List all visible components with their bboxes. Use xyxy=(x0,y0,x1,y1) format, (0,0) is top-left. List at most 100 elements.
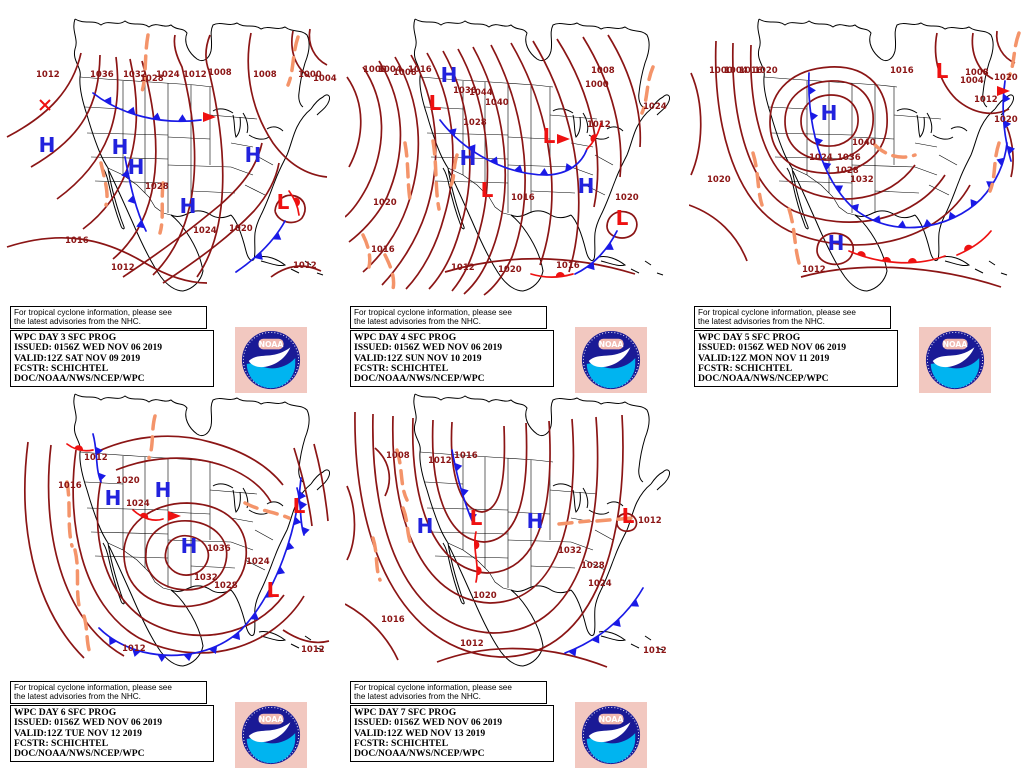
svg-text:1012: 1012 xyxy=(428,456,452,466)
svg-text:1016: 1016 xyxy=(381,615,405,625)
svg-text:1024: 1024 xyxy=(126,499,150,509)
noaa-logo: NOAA xyxy=(575,327,647,393)
svg-text:H: H xyxy=(821,101,838,125)
forecast-info-box: WPC DAY 4 SFC PROG ISSUED: 0156Z WED NOV… xyxy=(350,330,554,388)
svg-text:1040: 1040 xyxy=(485,98,509,108)
forecast-panel-day3: 1012 1036 1032 1028 1024 1012 1008 1008 1000 1004… xyxy=(5,15,340,393)
forecast-valid: VALID:12Z SUN NOV 10 2019 xyxy=(354,352,482,364)
svg-text:1008: 1008 xyxy=(393,68,417,78)
forecast-fcstr: FCSTR: SCHICHTEL xyxy=(14,362,109,374)
svg-text:1036: 1036 xyxy=(453,86,477,96)
forecast-valid: VALID:12Z SAT NOV 09 2019 xyxy=(14,352,141,364)
forecast-info-box: WPC DAY 3 SFC PROG ISSUED: 0156Z WED NOV… xyxy=(10,330,214,388)
svg-text:1024: 1024 xyxy=(809,153,833,163)
noaa-logo-text: NOAA xyxy=(259,340,284,349)
noaa-logo-text: NOAA xyxy=(259,715,284,724)
svg-text:1036: 1036 xyxy=(207,544,231,554)
forecast-info-box: WPC DAY 6 SFC PROG ISSUED: 0156Z WED NOV… xyxy=(10,705,214,763)
svg-text:1040: 1040 xyxy=(852,138,876,148)
svg-text:1012: 1012 xyxy=(36,70,60,80)
forecast-fcstr: FCSTR: SCHICHTEL xyxy=(14,737,109,749)
noaa-logo-text: NOAA xyxy=(943,340,968,349)
svg-text:1024: 1024 xyxy=(246,557,270,567)
svg-text:L: L xyxy=(622,504,635,528)
svg-text:L: L xyxy=(293,494,306,518)
forecast-info-box: WPC DAY 7 SFC PROG ISSUED: 0156Z WED NOV… xyxy=(350,705,554,763)
forecast-valid: VALID:12Z MON NOV 11 2019 xyxy=(698,352,830,364)
svg-text:H: H xyxy=(180,194,197,218)
forecast-info-box: WPC DAY 5 SFC PROG ISSUED: 0156Z WED NOV… xyxy=(694,330,898,388)
svg-text:1012: 1012 xyxy=(643,646,667,656)
svg-text:1036: 1036 xyxy=(837,153,861,163)
svg-text:L: L xyxy=(481,178,494,202)
svg-text:1020: 1020 xyxy=(229,224,253,234)
forecast-title: WPC DAY 6 SFC PROG xyxy=(14,707,117,718)
svg-text:1008: 1008 xyxy=(386,451,410,461)
svg-text:1024: 1024 xyxy=(588,579,612,589)
svg-text:1004: 1004 xyxy=(960,76,984,86)
svg-text:1016: 1016 xyxy=(556,261,580,271)
svg-text:1020: 1020 xyxy=(994,115,1018,125)
svg-text:1012: 1012 xyxy=(460,639,484,649)
svg-text:1028: 1028 xyxy=(140,74,164,84)
svg-text:H: H xyxy=(39,133,56,157)
svg-text:1008: 1008 xyxy=(253,70,277,80)
svg-text:L: L xyxy=(267,578,280,602)
tropical-note-line2: the latest advisories from the NHC. xyxy=(14,692,141,702)
svg-text:H: H xyxy=(460,146,477,170)
noaa-logo: NOAA xyxy=(235,327,307,393)
svg-text:L: L xyxy=(277,190,290,214)
forecast-doc: DOC/NOAA/NWS/NCEP/WPC xyxy=(354,373,485,385)
svg-text:1032: 1032 xyxy=(558,546,582,556)
svg-text:1028: 1028 xyxy=(581,561,605,571)
forecast-valid: VALID:12Z WED NOV 13 2019 xyxy=(354,727,486,739)
svg-text:1016: 1016 xyxy=(371,245,395,255)
forecast-issued: ISSUED: 0156Z WED NOV 06 2019 xyxy=(354,717,503,729)
noaa-logo: NOAA xyxy=(235,702,307,768)
forecast-panel-day6: 1012 1016 1020 1024 1036 1032 1028 1024 1012 1012… xyxy=(5,390,340,768)
svg-text:H: H xyxy=(417,514,434,538)
svg-text:1016: 1016 xyxy=(511,193,535,203)
svg-text:L: L xyxy=(470,506,483,530)
svg-text:1012: 1012 xyxy=(293,261,317,271)
svg-text:H: H xyxy=(527,509,544,533)
forecast-doc: DOC/NOAA/NWS/NCEP/WPC xyxy=(14,748,145,760)
svg-text:H: H xyxy=(828,231,845,255)
svg-text:1028: 1028 xyxy=(835,166,859,176)
svg-text:1032: 1032 xyxy=(123,70,147,80)
svg-text:1000: 1000 xyxy=(298,70,322,80)
forecast-fcstr: FCSTR: SCHICHTEL xyxy=(354,737,449,749)
svg-text:1028: 1028 xyxy=(145,182,169,192)
noaa-logo-emblem: NOAA xyxy=(241,705,301,765)
tropical-note-line2: the latest advisories from the NHC. xyxy=(14,317,141,327)
tropical-note-line1: For tropical cyclone information, please… xyxy=(354,683,512,692)
forecast-panel-day5: 1000 1004 1016 1020 1016 1008 1004 1020 1012 1020… xyxy=(689,15,1024,393)
svg-text:1012: 1012 xyxy=(111,263,135,273)
forecast-issued: ISSUED: 0156Z WED NOV 06 2019 xyxy=(698,342,847,354)
svg-text:1044: 1044 xyxy=(469,88,493,98)
forecast-doc: DOC/NOAA/NWS/NCEP/WPC xyxy=(698,373,829,385)
svg-text:1020: 1020 xyxy=(994,73,1018,83)
noaa-logo: NOAA xyxy=(575,702,647,768)
tropical-note-line1: For tropical cyclone information, please… xyxy=(14,308,172,317)
svg-text:1020: 1020 xyxy=(615,193,639,203)
svg-text:1008: 1008 xyxy=(208,68,232,78)
svg-text:1020: 1020 xyxy=(707,175,731,185)
svg-text:1004: 1004 xyxy=(724,66,748,76)
svg-text:1012: 1012 xyxy=(451,263,475,273)
svg-text:H: H xyxy=(245,143,262,167)
forecast-valid: VALID:12Z TUE NOV 12 2019 xyxy=(14,727,142,739)
svg-text:1004: 1004 xyxy=(313,74,337,84)
svg-text:1020: 1020 xyxy=(754,66,778,76)
svg-text:1000: 1000 xyxy=(363,65,387,75)
forecast-panel-day7: 1008 1012 1016 1012 1032 1028 1024 1020 1016 1012… xyxy=(345,390,680,768)
noaa-logo-emblem: NOAA xyxy=(581,330,641,390)
forecast-doc: DOC/NOAA/NWS/NCEP/WPC xyxy=(14,373,145,385)
svg-text:1024: 1024 xyxy=(643,102,667,112)
forecast-fcstr: FCSTR: SCHICHTEL xyxy=(698,362,793,374)
svg-text:1016: 1016 xyxy=(408,65,432,75)
svg-text:1024: 1024 xyxy=(156,70,180,80)
noaa-logo-text: NOAA xyxy=(599,715,624,724)
svg-text:H: H xyxy=(112,135,129,159)
